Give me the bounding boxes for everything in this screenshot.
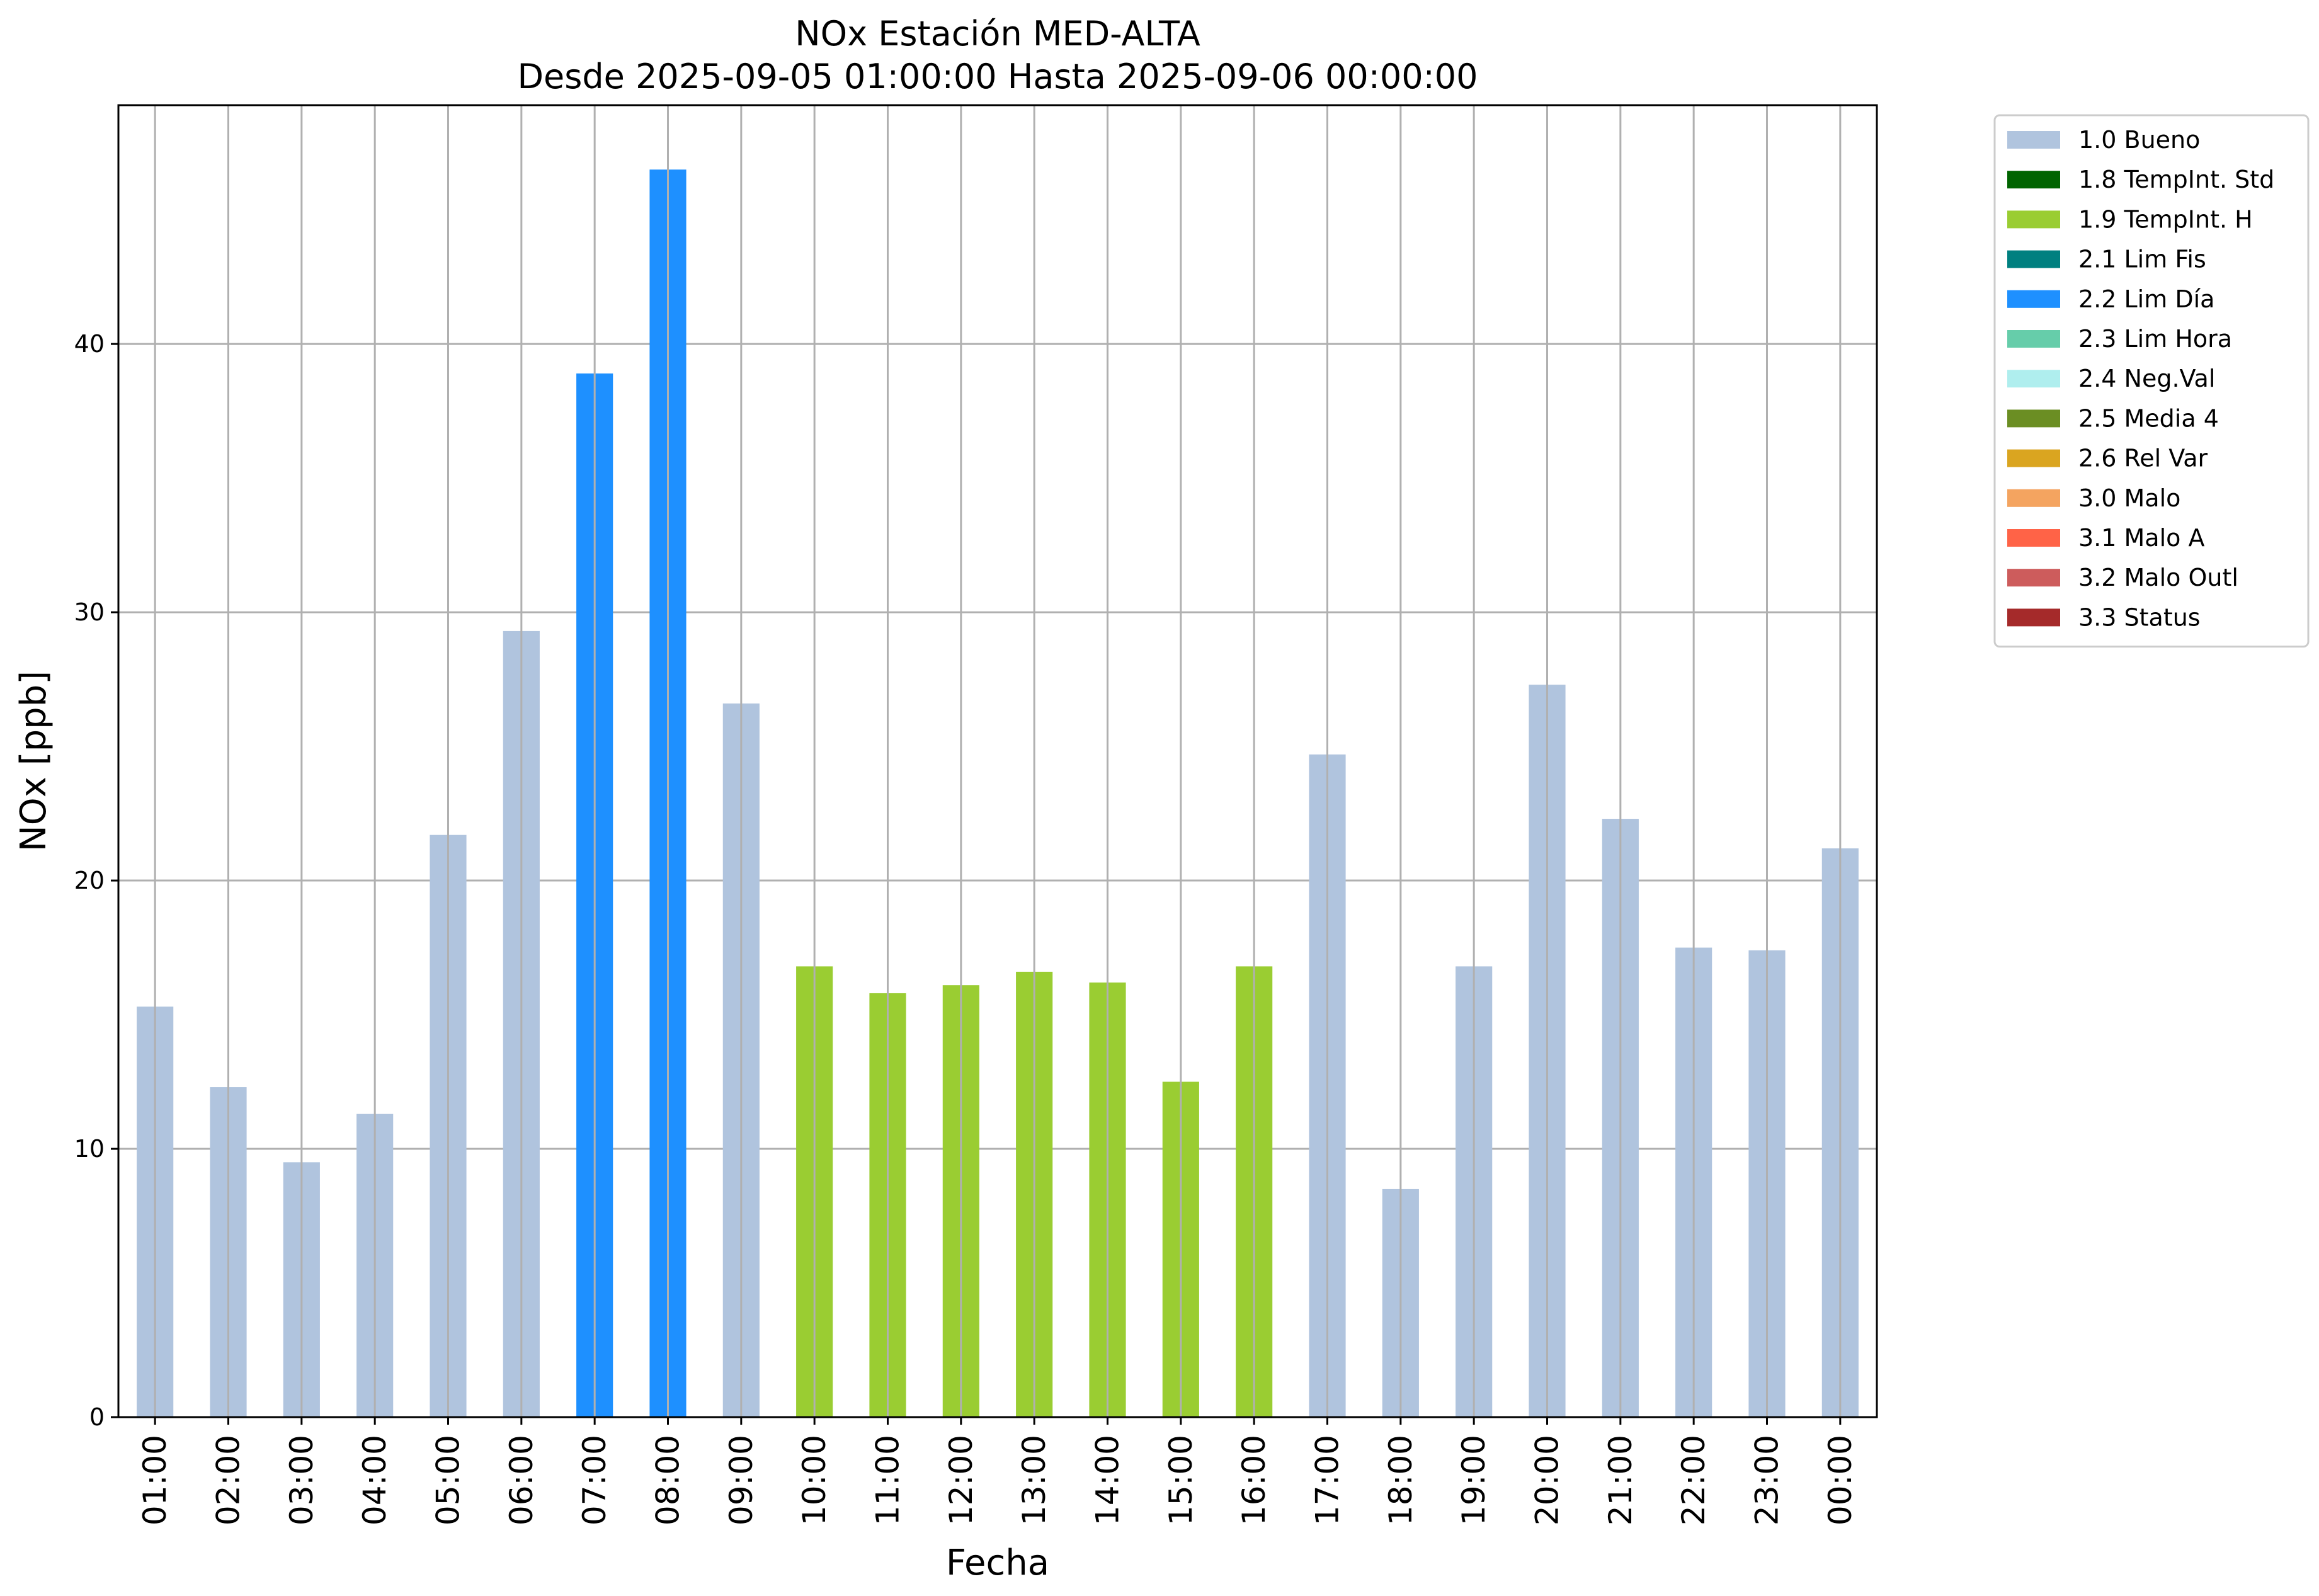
legend-label: 1.9 TempInt. H [2078, 205, 2253, 233]
x-tick-label: 23:00 [1749, 1435, 1786, 1525]
x-tick-label: 22:00 [1675, 1435, 1712, 1525]
legend-swatch [2007, 330, 2060, 348]
legend-label: 3.0 Malo [2078, 484, 2180, 512]
legend-swatch [2007, 409, 2060, 428]
x-axis-ticks: 01:00 02:00 03:00 04:00 05:00 06:00 07:00 08:00… [137, 1417, 1859, 1525]
y-tick-label: 40 [74, 330, 105, 358]
x-tick-label: 11:00 [870, 1435, 906, 1525]
x-tick-label: 12:00 [943, 1435, 979, 1525]
legend-swatch [2007, 529, 2060, 547]
x-tick-label: 21:00 [1602, 1435, 1639, 1525]
x-tick-label: 00:00 [1822, 1435, 1859, 1525]
x-tick-label: 02:00 [210, 1435, 247, 1525]
legend-label: 2.6 Rel Var [2078, 445, 2208, 472]
x-tick-label: 13:00 [1016, 1435, 1052, 1525]
legend-label: 2.2 Lim Día [2078, 285, 2214, 313]
legend: 1.0 Bueno 1.8 TempInt. Std 1.9 TempInt. H 2… [1993, 114, 2310, 648]
x-tick-label: 14:00 [1090, 1435, 1126, 1525]
x-tick-label: 17:00 [1309, 1435, 1346, 1525]
x-tick-label: 09:00 [723, 1435, 760, 1525]
legend-swatch [2007, 489, 2060, 507]
legend-label: 2.3 Lim Hora [2078, 325, 2232, 353]
y-tick-label: 20 [74, 867, 105, 894]
x-tick-label: 05:00 [430, 1435, 467, 1525]
legend-label: 3.2 Malo Outl [2078, 564, 2238, 591]
legend-box [1993, 114, 2310, 648]
x-tick-label: 01:00 [137, 1435, 173, 1525]
legend-swatch [2007, 131, 2060, 149]
x-tick-label: 07:00 [576, 1435, 613, 1525]
legend-swatch [2007, 449, 2060, 467]
x-tick-label: 10:00 [796, 1435, 833, 1525]
y-axis-ticks: 0 10 20 30 40 [74, 330, 118, 1431]
x-tick-label: 06:00 [503, 1435, 540, 1525]
plot-area-frame [117, 104, 1878, 1418]
legend-label: 2.5 Media 4 [2078, 404, 2219, 432]
chart-subtitle: Desde 2025-09-05 01:00:00 Hasta 2025-09-… [517, 57, 1478, 96]
y-tick-label: 0 [89, 1403, 105, 1431]
vertical-grid-lines [154, 105, 1842, 1417]
bars-group [137, 169, 1859, 1418]
x-axis-label: Fecha [946, 1542, 1049, 1583]
x-tick-label: 20:00 [1529, 1435, 1566, 1525]
x-tick-label: 03:00 [283, 1435, 320, 1525]
x-tick-label: 04:00 [356, 1435, 393, 1525]
legend-swatch [2007, 370, 2060, 388]
chart-title: NOx Estación MED-ALTA [795, 14, 1200, 54]
legend-swatch [2007, 171, 2060, 189]
x-tick-label: 16:00 [1236, 1435, 1272, 1525]
x-tick-label: 08:00 [650, 1435, 687, 1525]
legend-label: 3.3 Status [2078, 603, 2201, 631]
legend-swatch [2007, 569, 2060, 587]
x-tick-label: 15:00 [1163, 1435, 1199, 1525]
x-tick-label: 18:00 [1382, 1435, 1419, 1525]
legend-swatch [2007, 250, 2060, 268]
legend-swatch [2007, 608, 2060, 627]
legend-label: 2.4 Neg.Val [2078, 365, 2215, 392]
legend-label: 1.8 TempInt. Std [2078, 166, 2274, 193]
x-tick-label: 19:00 [1456, 1435, 1492, 1525]
legend-label: 1.0 Bueno [2078, 126, 2200, 154]
y-tick-label: 30 [74, 598, 105, 626]
y-tick-label: 10 [74, 1135, 105, 1163]
legend-label: 2.1 Lim Fis [2078, 246, 2206, 273]
legend-label: 3.1 Malo A [2078, 524, 2204, 552]
legend-swatch [2007, 210, 2060, 229]
y-axis-label: NOx [ppb] [13, 671, 54, 852]
legend-swatch [2007, 290, 2060, 308]
